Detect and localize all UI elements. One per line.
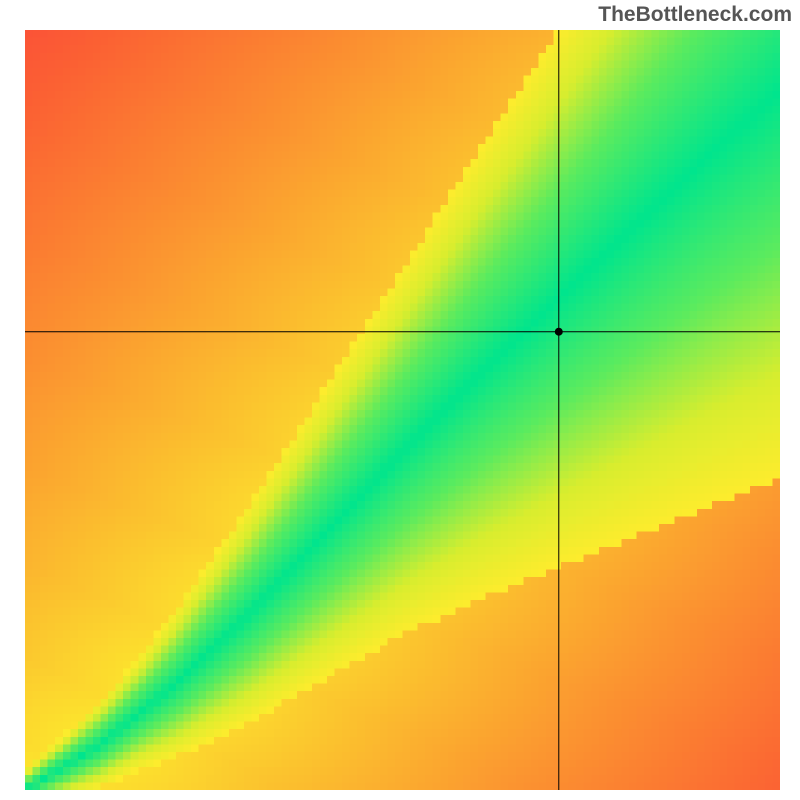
chart-container: TheBottleneck.com xyxy=(0,0,800,800)
source-watermark: TheBottleneck.com xyxy=(598,3,792,27)
bottleneck-heatmap xyxy=(25,30,780,790)
